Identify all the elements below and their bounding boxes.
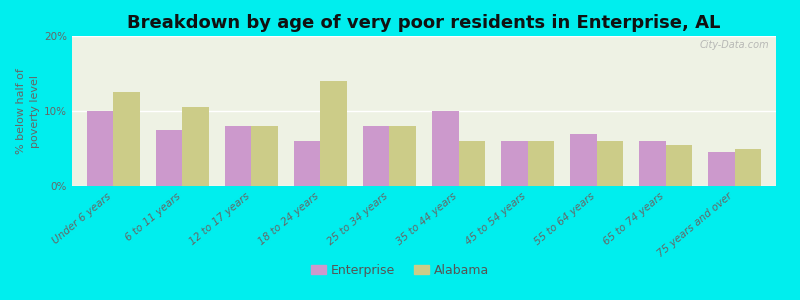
Bar: [251, 126, 278, 186]
Legend: Enterprise, Alabama: Enterprise, Alabama: [306, 259, 494, 282]
Bar: [666, 145, 692, 186]
Bar: [639, 141, 666, 186]
Bar: [432, 111, 458, 186]
Text: City-Data.com: City-Data.com: [699, 40, 769, 50]
Bar: [708, 152, 734, 186]
Bar: [597, 141, 622, 186]
Title: Breakdown by age of very poor residents in Enterprise, AL: Breakdown by age of very poor residents …: [127, 14, 721, 32]
Bar: [570, 134, 597, 186]
Bar: [114, 92, 140, 186]
Y-axis label: % below half of
poverty level: % below half of poverty level: [16, 68, 40, 154]
Bar: [156, 130, 182, 186]
Bar: [87, 111, 114, 186]
Bar: [363, 126, 390, 186]
Bar: [502, 141, 527, 186]
Bar: [390, 126, 416, 186]
Bar: [458, 141, 485, 186]
Bar: [527, 141, 554, 186]
Bar: [294, 141, 321, 186]
Bar: [226, 126, 251, 186]
Bar: [734, 148, 761, 186]
Bar: [321, 81, 346, 186]
Bar: [182, 107, 209, 186]
